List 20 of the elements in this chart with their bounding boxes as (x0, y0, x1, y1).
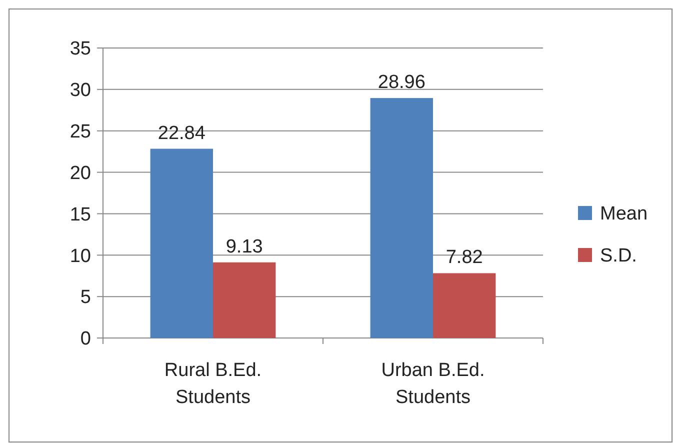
y-tick-label: 10 (70, 246, 91, 267)
x-tick-label: Rural B.Ed. Students (164, 360, 262, 408)
x-tick-label: Urban B.Ed. Students (381, 360, 485, 408)
bar (433, 273, 496, 338)
data-label: 9.13 (226, 236, 263, 258)
bar (150, 148, 213, 338)
y-tick-label: 0 (80, 328, 91, 350)
data-label: 28.96 (378, 72, 426, 94)
y-tick-label: 30 (70, 80, 91, 102)
y-tick-label: 15 (70, 204, 91, 226)
bar (370, 98, 433, 338)
y-tick-label: 5 (80, 287, 91, 308)
legend-label: Mean (600, 204, 648, 225)
y-tick-label: 25 (70, 122, 91, 143)
y-tick-label: 35 (70, 38, 91, 60)
legend-label: S.D. (600, 246, 637, 267)
y-tick-label: 20 (70, 162, 91, 184)
data-label: 7.82 (446, 247, 483, 268)
data-label: 22.84 (158, 122, 206, 144)
bar (213, 262, 276, 338)
